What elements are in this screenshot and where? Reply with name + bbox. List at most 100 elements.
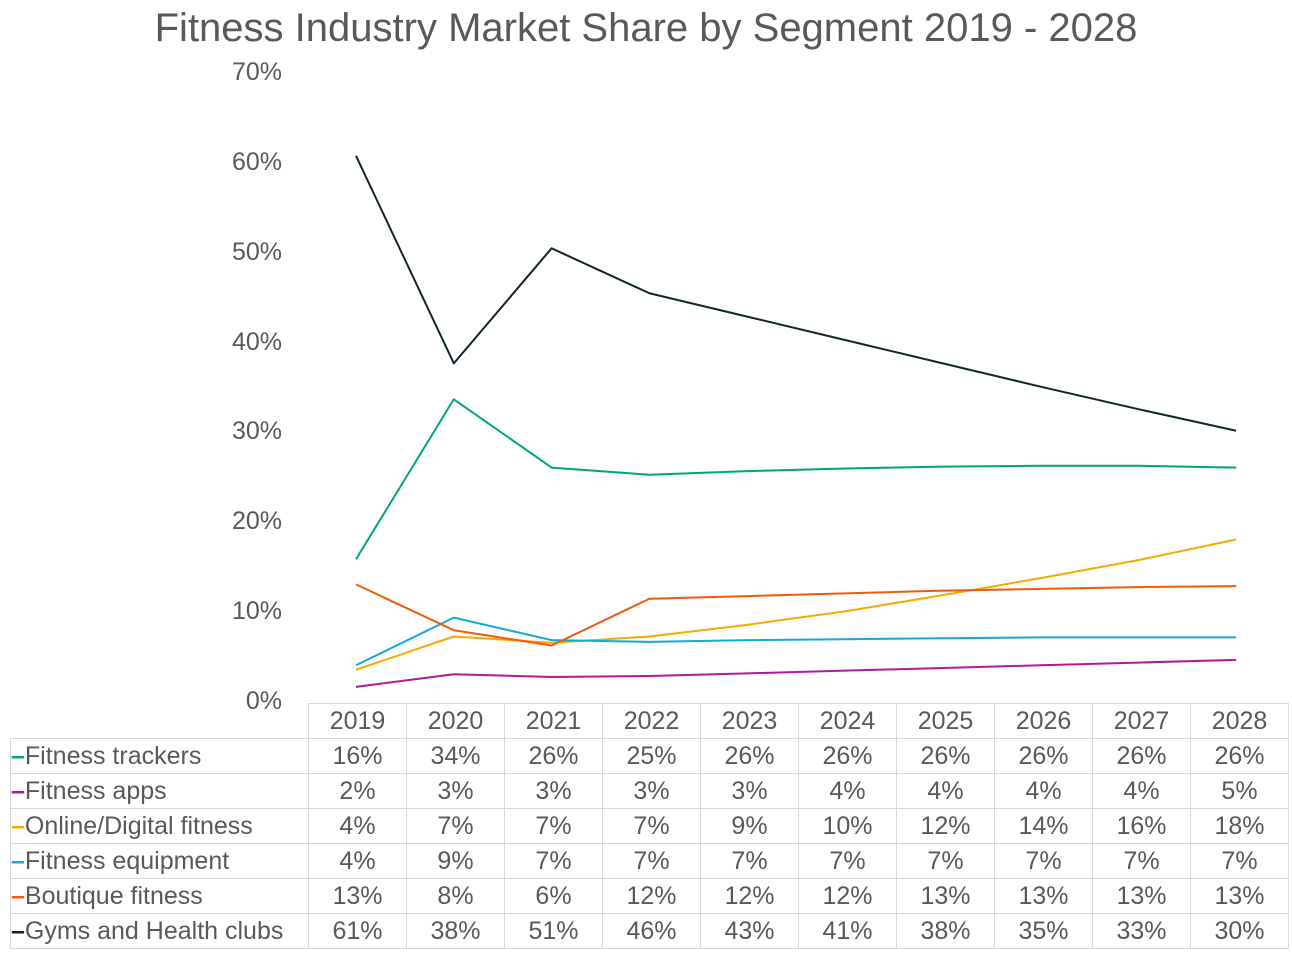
table-header-row: 2019 2020 2021 2022 2023 2024 2025 2026 2027 2028 — [10, 703, 1289, 739]
data-label: 13% — [308, 878, 407, 914]
table-row: –Boutique fitness 13% 8% 6% 12% 12% 12% 13% 13% 1… — [10, 878, 1289, 914]
data-label: 3% — [700, 773, 799, 809]
data-label: 16% — [1092, 808, 1191, 844]
data-label: 3% — [406, 773, 505, 809]
data-label: 12% — [896, 808, 995, 844]
legend-entry: –Gyms and Health clubs — [10, 913, 309, 949]
data-label: 7% — [504, 808, 603, 844]
data-label: 7% — [1190, 843, 1289, 879]
legend-entry: –Fitness equipment — [10, 843, 309, 879]
chart-title: Fitness Industry Market Share by Segment… — [154, 6, 1138, 50]
data-label: 16% — [308, 738, 407, 774]
data-label: 26% — [504, 738, 603, 774]
y-tick-label: 60% — [231, 147, 282, 176]
series-lines — [355, 155, 1237, 688]
data-label: 12% — [798, 878, 897, 914]
data-label: 7% — [994, 843, 1093, 879]
legend-entry: –Boutique fitness — [10, 878, 309, 914]
data-label: 4% — [1092, 773, 1191, 809]
data-label: 7% — [406, 808, 505, 844]
x-tick-label: 2020 — [406, 703, 505, 739]
data-label: 5% — [1190, 773, 1289, 809]
data-label: 12% — [700, 878, 799, 914]
y-tick-label: 40% — [231, 327, 282, 356]
x-tick-label: 2019 — [308, 703, 407, 739]
y-tick-label: 10% — [231, 597, 282, 626]
data-label: 38% — [896, 913, 995, 949]
legend-key-icon: – — [11, 776, 25, 805]
table-row: –Online/Digital fitness 4% 7% 7% 7% 9% 10% 12% 1… — [10, 808, 1289, 844]
data-label: 61% — [308, 913, 407, 949]
data-label: 41% — [798, 913, 897, 949]
legend-label: Fitness trackers — [24, 741, 202, 770]
series-line-4 — [355, 583, 1237, 647]
legend-key-icon: – — [11, 811, 25, 840]
data-label: 4% — [308, 808, 407, 844]
series-line-5 — [355, 155, 1237, 432]
data-label: 9% — [700, 808, 799, 844]
data-label: 18% — [1190, 808, 1289, 844]
data-label: 26% — [1190, 738, 1289, 774]
data-label: 26% — [1092, 738, 1191, 774]
data-label: 10% — [798, 808, 897, 844]
data-label: 4% — [308, 843, 407, 879]
data-label: 14% — [994, 808, 1093, 844]
x-tick-label: 2028 — [1190, 703, 1289, 739]
legend-key-icon: – — [11, 741, 25, 770]
table-row: –Gyms and Health clubs 61% 38% 51% 46% 43% 41%… — [10, 913, 1289, 949]
table-corner — [10, 703, 309, 739]
table-row: –Fitness apps 2% 3% 3% 3% 3% 4% 4% 4% 4% 5% — [10, 773, 1289, 809]
x-tick-label: 2022 — [602, 703, 701, 739]
data-label: 12% — [602, 878, 701, 914]
data-label: 7% — [700, 843, 799, 879]
data-label: 43% — [700, 913, 799, 949]
table-row: –Fitness trackers 16% 34% 26% 25% 26% 26% 26% 26… — [10, 738, 1289, 774]
legend-label: Boutique fitness — [24, 881, 203, 910]
data-label: 7% — [504, 843, 603, 879]
x-tick-label: 2026 — [994, 703, 1093, 739]
data-label: 6% — [504, 878, 603, 914]
data-label: 33% — [1092, 913, 1191, 949]
legend-entry: –Online/Digital fitness — [10, 808, 309, 844]
legend-label: Gyms and Health clubs — [24, 916, 284, 945]
data-label: 7% — [602, 843, 701, 879]
data-label: 8% — [406, 878, 505, 914]
data-label: 51% — [504, 913, 603, 949]
data-label: 3% — [504, 773, 603, 809]
legend-key-icon: – — [11, 846, 25, 875]
data-label: 3% — [602, 773, 701, 809]
legend-entry: –Fitness apps — [10, 773, 309, 809]
legend-key-icon: – — [11, 916, 25, 945]
legend-label: Online/Digital fitness — [24, 811, 253, 840]
series-line-3 — [355, 616, 1237, 667]
data-label: 4% — [798, 773, 897, 809]
x-tick-label: 2024 — [798, 703, 897, 739]
y-tick-label: 50% — [231, 237, 282, 266]
data-label: 2% — [308, 773, 407, 809]
y-tick-label: 30% — [231, 417, 282, 446]
series-line-2 — [355, 538, 1237, 671]
data-label: 30% — [1190, 913, 1289, 949]
data-label: 46% — [602, 913, 701, 949]
data-label: 35% — [994, 913, 1093, 949]
data-label: 26% — [896, 738, 995, 774]
legend-label: Fitness apps — [24, 776, 167, 805]
data-label: 34% — [406, 738, 505, 774]
legend-key-icon: – — [11, 881, 25, 910]
data-label: 25% — [602, 738, 701, 774]
legend-label: Fitness equipment — [24, 846, 230, 875]
data-label: 7% — [602, 808, 701, 844]
table-row: –Fitness equipment 4% 9% 7% 7% 7% 7% 7% 7% 7% 7% — [10, 843, 1289, 879]
data-label: 13% — [1190, 878, 1289, 914]
series-line-1 — [355, 658, 1237, 688]
y-tick-label: 20% — [231, 507, 282, 536]
data-label: 7% — [1092, 843, 1191, 879]
data-label: 7% — [798, 843, 897, 879]
y-tick-label: 70% — [231, 58, 282, 86]
x-tick-label: 2021 — [504, 703, 603, 739]
x-tick-label: 2023 — [700, 703, 799, 739]
data-table: 2019 2020 2021 2022 2023 2024 2025 2026 2027 2028… — [10, 703, 1289, 949]
data-label: 13% — [896, 878, 995, 914]
data-label: 38% — [406, 913, 505, 949]
